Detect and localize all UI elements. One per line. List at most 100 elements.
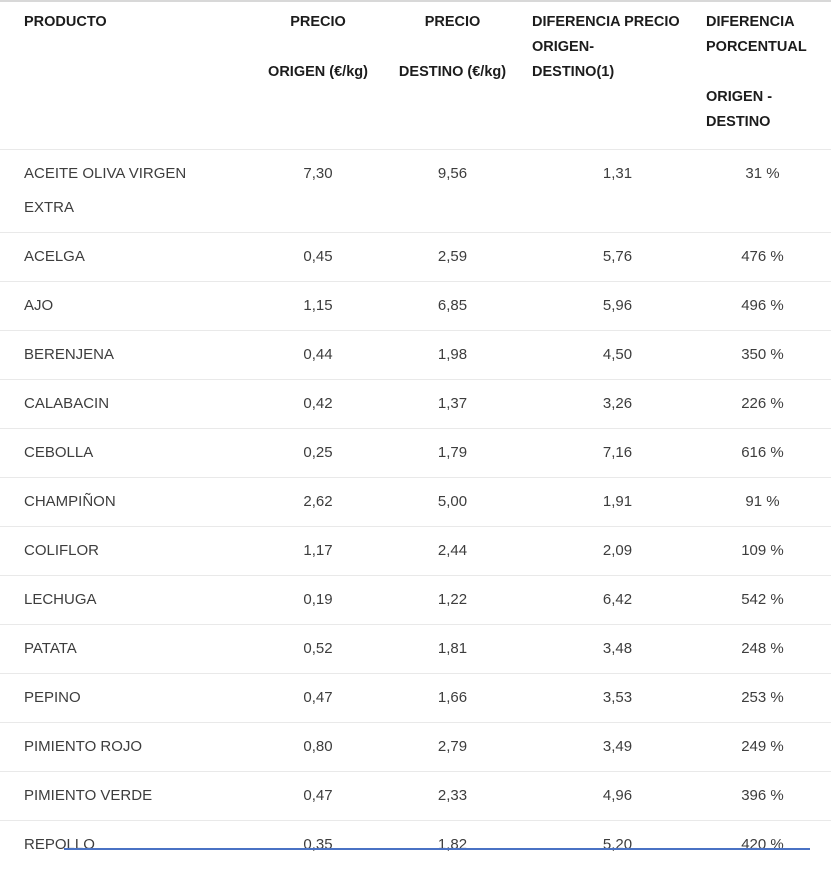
cell-precio-origen: 0,44	[220, 331, 380, 380]
cell-diferencia-precio: 7,16	[525, 429, 665, 478]
cell-diferencia-porcentual: 420 %	[665, 821, 815, 869]
cell-precio-destino: 1,98	[380, 331, 525, 380]
cell-diferencia-porcentual: 476 %	[665, 233, 815, 282]
row-spacer	[815, 625, 831, 674]
cell-producto: PIMIENTO ROJO	[0, 723, 220, 772]
row-spacer	[815, 821, 831, 869]
row-spacer	[815, 331, 831, 380]
cell-precio-destino: 1,22	[380, 576, 525, 625]
clipped-next-row-top-edge	[64, 848, 810, 850]
row-spacer	[815, 282, 831, 331]
cell-precio-origen: 0,19	[220, 576, 380, 625]
row-spacer	[815, 674, 831, 723]
cell-diferencia-porcentual: 542 %	[665, 576, 815, 625]
cell-producto: AJO	[0, 282, 220, 331]
header-spacer	[815, 2, 831, 150]
cell-diferencia-precio: 1,31	[525, 150, 665, 233]
cell-producto: BERENJENA	[0, 331, 220, 380]
cell-diferencia-porcentual: 396 %	[665, 772, 815, 821]
cell-precio-origen: 0,35	[220, 821, 380, 869]
cell-precio-destino: 2,33	[380, 772, 525, 821]
cell-diferencia-porcentual: 109 %	[665, 527, 815, 576]
row-spacer	[815, 576, 831, 625]
header-row: PRODUCTO PRECIO ORIGEN (€/kg) PRECIO DES…	[0, 2, 831, 150]
cell-producto: CALABACIN	[0, 380, 220, 429]
cell-precio-destino: 6,85	[380, 282, 525, 331]
cell-producto: REPOLLO	[0, 821, 220, 869]
cell-diferencia-porcentual: 91 %	[665, 478, 815, 527]
cell-precio-destino: 9,56	[380, 150, 525, 233]
cell-diferencia-porcentual: 496 %	[665, 282, 815, 331]
cell-producto: PEPINO	[0, 674, 220, 723]
cell-diferencia-porcentual: 249 %	[665, 723, 815, 772]
row-spacer	[815, 723, 831, 772]
cell-diferencia-precio: 6,42	[525, 576, 665, 625]
row-spacer	[815, 772, 831, 821]
cell-diferencia-porcentual: 253 %	[665, 674, 815, 723]
cell-diferencia-precio: 5,76	[525, 233, 665, 282]
cell-diferencia-porcentual: 31 %	[665, 150, 815, 233]
cell-producto: COLIFLOR	[0, 527, 220, 576]
cell-producto: CEBOLLA	[0, 429, 220, 478]
cell-producto: LECHUGA	[0, 576, 220, 625]
cell-diferencia-porcentual: 350 %	[665, 331, 815, 380]
cell-producto: PIMIENTO VERDE	[0, 772, 220, 821]
cell-precio-origen: 7,30	[220, 150, 380, 233]
cell-precio-destino: 5,00	[380, 478, 525, 527]
row-spacer	[815, 478, 831, 527]
cell-precio-destino: 1,79	[380, 429, 525, 478]
column-header-precio-destino: PRECIO DESTINO (€/kg)	[380, 2, 525, 150]
cell-diferencia-precio: 3,49	[525, 723, 665, 772]
cell-precio-destino: 1,81	[380, 625, 525, 674]
row-spacer	[815, 527, 831, 576]
cell-precio-destino: 2,79	[380, 723, 525, 772]
price-table-header: PRODUCTO PRECIO ORIGEN (€/kg) PRECIO DES…	[0, 2, 831, 150]
cell-diferencia-porcentual: 248 %	[665, 625, 815, 674]
cell-diferencia-precio: 5,20	[525, 821, 665, 869]
cell-diferencia-precio: 4,96	[525, 772, 665, 821]
cell-diferencia-precio: 3,53	[525, 674, 665, 723]
column-header-producto: PRODUCTO	[0, 2, 220, 150]
row-spacer	[815, 380, 831, 429]
cell-precio-origen: 0,42	[220, 380, 380, 429]
column-header-precio-origen: PRECIO ORIGEN (€/kg)	[220, 2, 380, 150]
cell-precio-origen: 0,47	[220, 772, 380, 821]
cell-producto: PATATA	[0, 625, 220, 674]
cell-precio-origen: 0,45	[220, 233, 380, 282]
cell-precio-origen: 0,52	[220, 625, 380, 674]
column-header-diferencia-porcentual: DIFERENCIA PORCENTUAL ORIGEN - DESTINO	[665, 2, 815, 150]
cell-producto: ACEITE OLIVA VIRGEN EXTRA	[0, 150, 220, 233]
cell-diferencia-precio: 3,26	[525, 380, 665, 429]
cell-precio-origen: 1,15	[220, 282, 380, 331]
cell-diferencia-precio: 2,09	[525, 527, 665, 576]
cell-diferencia-precio: 1,91	[525, 478, 665, 527]
cell-producto: CHAMPIÑON	[0, 478, 220, 527]
cell-precio-origen: 1,17	[220, 527, 380, 576]
cell-producto: ACELGA	[0, 233, 220, 282]
column-header-diferencia-precio: DIFERENCIA PRECIO ORIGEN- DESTINO(1)	[525, 2, 665, 150]
cell-precio-destino: 1,82	[380, 821, 525, 869]
cell-diferencia-precio: 3,48	[525, 625, 665, 674]
cell-precio-destino: 2,44	[380, 527, 525, 576]
cell-diferencia-precio: 5,96	[525, 282, 665, 331]
cell-precio-origen: 2,62	[220, 478, 380, 527]
cell-precio-destino: 1,66	[380, 674, 525, 723]
row-spacer	[815, 233, 831, 282]
cell-precio-destino: 2,59	[380, 233, 525, 282]
row-spacer	[815, 150, 831, 233]
cell-precio-origen: 0,25	[220, 429, 380, 478]
